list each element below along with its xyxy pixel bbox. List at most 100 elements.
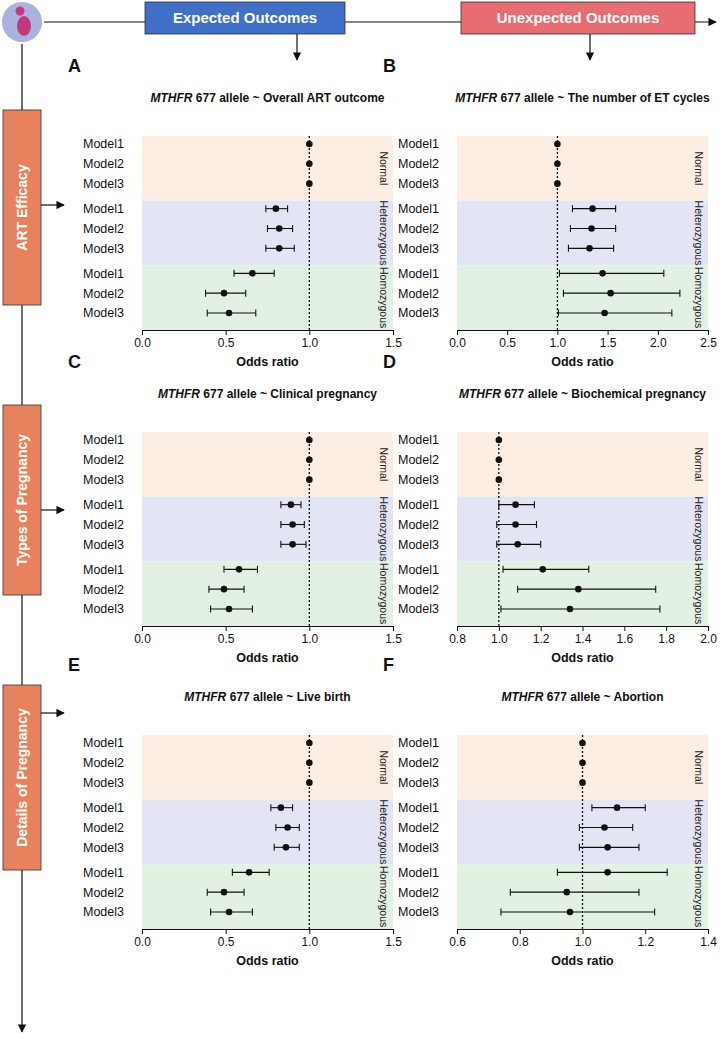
error-cap: [615, 225, 616, 232]
column-header-box: [461, 2, 695, 34]
error-bar: [563, 293, 679, 294]
point: [512, 501, 519, 508]
group-band: [142, 265, 393, 330]
error-cap: [496, 541, 497, 548]
point: [288, 501, 295, 508]
category-label: Model2: [398, 886, 439, 900]
panel-letter: E: [68, 655, 80, 675]
x-tick-label: 1.4: [575, 632, 592, 646]
error-cap: [667, 869, 668, 876]
x-axis-title: Odds ratio: [551, 355, 614, 369]
error-bar: [510, 892, 639, 893]
category-label: Model3: [398, 473, 439, 487]
x-tick-mark: [226, 626, 227, 631]
category-label: Model1: [83, 267, 124, 281]
error-cap: [244, 889, 245, 896]
group-label: Homozygous: [693, 267, 705, 328]
x-axis-title: Odds ratio: [551, 954, 614, 968]
x-tick-mark: [457, 626, 458, 631]
error-cap: [255, 310, 256, 317]
panel-letter: B: [383, 56, 396, 76]
error-cap: [655, 586, 656, 593]
category-label: Model3: [398, 306, 439, 320]
category-label: Model2: [83, 518, 124, 532]
group-band: [457, 561, 708, 626]
x-tick: 1.8: [658, 626, 675, 646]
point: [554, 180, 561, 187]
point: [306, 437, 313, 444]
x-axis-line: [458, 627, 709, 632]
group-bands: [457, 136, 708, 330]
error-cap: [257, 566, 258, 573]
error-cap: [294, 245, 295, 252]
column-arrow: [296, 34, 297, 60]
category-label: Model1: [398, 563, 439, 577]
error-cap: [510, 889, 511, 896]
x-tick: 0.5: [499, 330, 516, 350]
x-tick-label: 1.8: [658, 632, 675, 646]
point: [514, 541, 521, 548]
category-label: Model2: [398, 453, 439, 467]
group-band: [457, 136, 708, 201]
category-label: Model1: [83, 137, 124, 151]
icon-head: [16, 7, 25, 16]
error-cap: [632, 824, 633, 831]
framework: Expected OutcomesUnexpected OutcomesART …: [2, 2, 716, 1032]
icon: [2, 2, 42, 42]
point: [554, 141, 561, 148]
category-label: Model2: [83, 583, 124, 597]
panel-letter: C: [68, 352, 81, 372]
error-cap: [500, 909, 501, 916]
x-tick-label: 0.5: [218, 935, 235, 949]
point: [614, 804, 621, 811]
x-tick: 2.0: [700, 626, 717, 646]
category-label: Model1: [398, 267, 439, 281]
x-axis: 0.00.51.01.5: [134, 330, 402, 350]
point: [306, 779, 313, 786]
category-label: Model1: [398, 866, 439, 880]
x-tick-mark: [583, 929, 584, 934]
category-label: Model1: [83, 866, 124, 880]
error-cap: [557, 869, 558, 876]
error-cap: [498, 501, 499, 508]
category-label: Model2: [83, 886, 124, 900]
point: [306, 180, 313, 187]
error-cap: [267, 225, 268, 232]
error-cap: [210, 606, 211, 613]
plot-marks: [554, 136, 680, 330]
point: [539, 566, 546, 573]
group-band: [142, 800, 393, 865]
error-cap: [540, 541, 541, 548]
category-label: Model3: [398, 177, 439, 191]
error-cap: [244, 586, 245, 593]
plot-marks: [501, 735, 667, 929]
row-arrow: [41, 509, 64, 510]
error-cap: [207, 310, 208, 317]
x-tick: 2.5: [700, 330, 717, 350]
error-cap: [265, 245, 266, 252]
category-label: Model2: [83, 821, 124, 835]
point: [284, 824, 291, 831]
x-tick-mark: [708, 626, 709, 631]
point: [586, 245, 593, 252]
plot-marks: [209, 432, 313, 626]
x-tick-mark: [499, 626, 500, 631]
x-tick-label: 1.0: [550, 336, 567, 350]
x-tick-label: 0.6: [449, 935, 466, 949]
category-label: Model3: [398, 242, 439, 256]
row-header-box: [3, 685, 41, 870]
x-tick-label: 1.0: [301, 336, 318, 350]
x-tick-label: 1.0: [575, 935, 592, 949]
category-label: Model1: [398, 736, 439, 750]
error-cap: [558, 310, 559, 317]
x-tick-mark: [608, 330, 609, 335]
x-axis-line: [458, 930, 709, 935]
point: [221, 586, 228, 593]
figure: Expected OutcomesUnexpected OutcomesART …: [0, 0, 724, 1039]
error-cap: [275, 824, 276, 831]
row-header: Details of Pregnancy: [14, 708, 30, 847]
x-tick: 2.0: [650, 330, 667, 350]
category-label: Model3: [83, 177, 124, 191]
x-tick-mark: [142, 929, 143, 934]
column-header: Expected Outcomes: [173, 9, 317, 26]
